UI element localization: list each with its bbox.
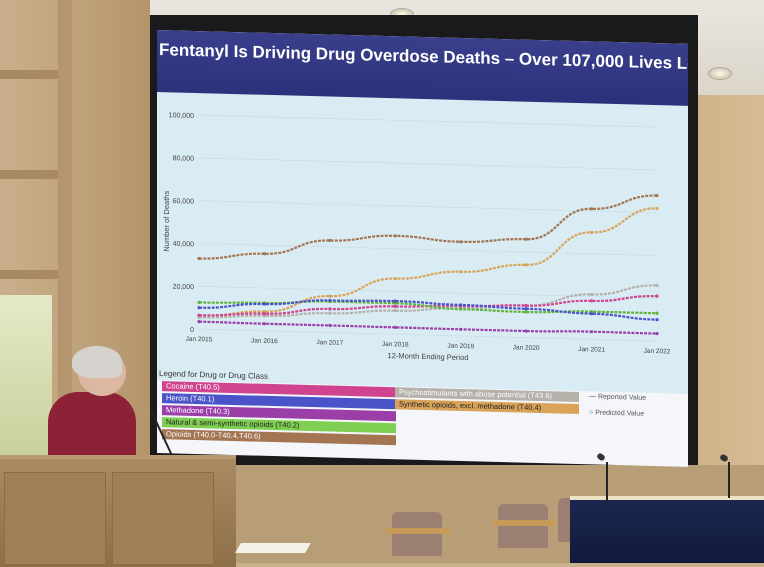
ceiling-light — [708, 67, 732, 80]
chair — [498, 504, 548, 548]
microphone-stand — [606, 462, 608, 502]
projected-slide: Fentanyl Is Driving Drug Overdose Deaths… — [157, 30, 688, 467]
shelf — [0, 70, 58, 79]
y-axis-label: Number of Deaths — [162, 190, 171, 251]
data-point — [262, 322, 267, 326]
y-tick-label: 0 — [190, 327, 194, 334]
series-line — [198, 320, 658, 335]
x-tick-label: Jan 2020 — [513, 344, 540, 352]
data-point — [655, 332, 659, 336]
data-point — [459, 270, 463, 274]
data-point — [524, 329, 528, 333]
data-point — [328, 323, 332, 328]
data-point — [655, 206, 659, 211]
paper-sheet — [235, 543, 311, 553]
data-point — [589, 292, 594, 297]
data-point — [328, 238, 332, 243]
x-tick-label: Jan 2019 — [447, 343, 474, 351]
x-tick-label: Jan 2017 — [316, 339, 343, 347]
table-skirt — [570, 500, 764, 563]
data-point — [524, 303, 528, 308]
y-gridline — [199, 285, 657, 299]
y-tick-label: 100,000 — [169, 112, 194, 120]
y-gridline — [199, 157, 657, 171]
data-point — [655, 294, 659, 298]
y-tick-label: 80,000 — [173, 155, 195, 163]
reported-value-label: Reported Value — [597, 393, 647, 402]
window-glow — [0, 295, 52, 463]
y-gridline — [199, 114, 657, 128]
data-point — [589, 299, 594, 303]
legend-key-reported: — Reported Value — [589, 393, 647, 402]
data-point — [197, 256, 201, 261]
x-tick-label: Jan 2015 — [186, 336, 213, 344]
data-point — [459, 240, 463, 244]
x-tick-label: Jan 2016 — [251, 337, 278, 345]
data-point — [655, 193, 659, 198]
data-point — [589, 230, 594, 234]
y-tick-label: 40,000 — [173, 241, 195, 249]
shelf — [0, 170, 58, 179]
y-gridline — [199, 200, 657, 213]
legend-key-predicted: ○ Predicted Value — [589, 409, 645, 418]
data-point — [589, 207, 594, 211]
data-point — [459, 327, 463, 331]
podium-panel — [4, 472, 106, 565]
data-point — [328, 294, 332, 298]
legend-item-synthetic-opioids: Synthetic opioids, excl. methadone (T40.… — [395, 399, 579, 415]
data-point — [393, 234, 397, 238]
x-tick-label: Jan 2022 — [644, 348, 671, 356]
data-point — [262, 302, 267, 306]
podium-panel — [112, 472, 214, 565]
data-point — [197, 306, 201, 310]
x-axis-label: 12-Month Ending Period — [388, 351, 469, 362]
data-point — [197, 320, 201, 324]
chair-arm — [386, 528, 450, 534]
table-top — [570, 496, 764, 502]
data-point — [589, 312, 594, 316]
speaker-hair — [72, 346, 122, 378]
data-point — [328, 307, 332, 311]
data-point — [459, 303, 463, 307]
chair — [392, 512, 442, 556]
shelf — [0, 270, 58, 279]
y-gridline — [199, 328, 657, 342]
x-tick-label: Jan 2018 — [382, 341, 409, 349]
data-point — [655, 318, 659, 322]
y-tick-label: 20,000 — [173, 284, 195, 292]
data-point — [655, 283, 659, 288]
chart-area: 100,000 80,000 60,000 40,000 20,000 0 Jan 2015… — [157, 92, 688, 394]
series-line — [198, 207, 658, 318]
data-point — [328, 311, 332, 315]
series-line — [198, 194, 658, 260]
microphone-stand — [728, 462, 730, 498]
data-point — [524, 237, 528, 241]
series-line — [198, 284, 658, 319]
data-point — [655, 311, 659, 315]
y-gridline — [199, 243, 657, 256]
series-line — [198, 299, 658, 321]
data-point — [328, 298, 332, 303]
data-point — [393, 304, 397, 309]
data-point — [393, 276, 397, 281]
predicted-value-label: Predicted Value — [595, 409, 645, 418]
data-point — [197, 300, 201, 304]
overdose-line-chart: 100,000 80,000 60,000 40,000 20,000 0 Jan 2015… — [162, 112, 671, 362]
data-point — [262, 252, 267, 256]
data-point — [262, 312, 267, 316]
data-point — [589, 330, 594, 334]
x-tick-label: Jan 2021 — [578, 346, 605, 354]
y-tick-label: 60,000 — [173, 198, 195, 206]
data-point — [393, 309, 397, 313]
chair-arm — [492, 520, 556, 526]
data-point — [393, 299, 397, 303]
data-point — [459, 307, 463, 311]
data-point — [524, 307, 528, 311]
data-point — [393, 325, 397, 329]
data-point — [197, 313, 201, 317]
data-point — [524, 310, 528, 314]
data-point — [524, 263, 528, 267]
